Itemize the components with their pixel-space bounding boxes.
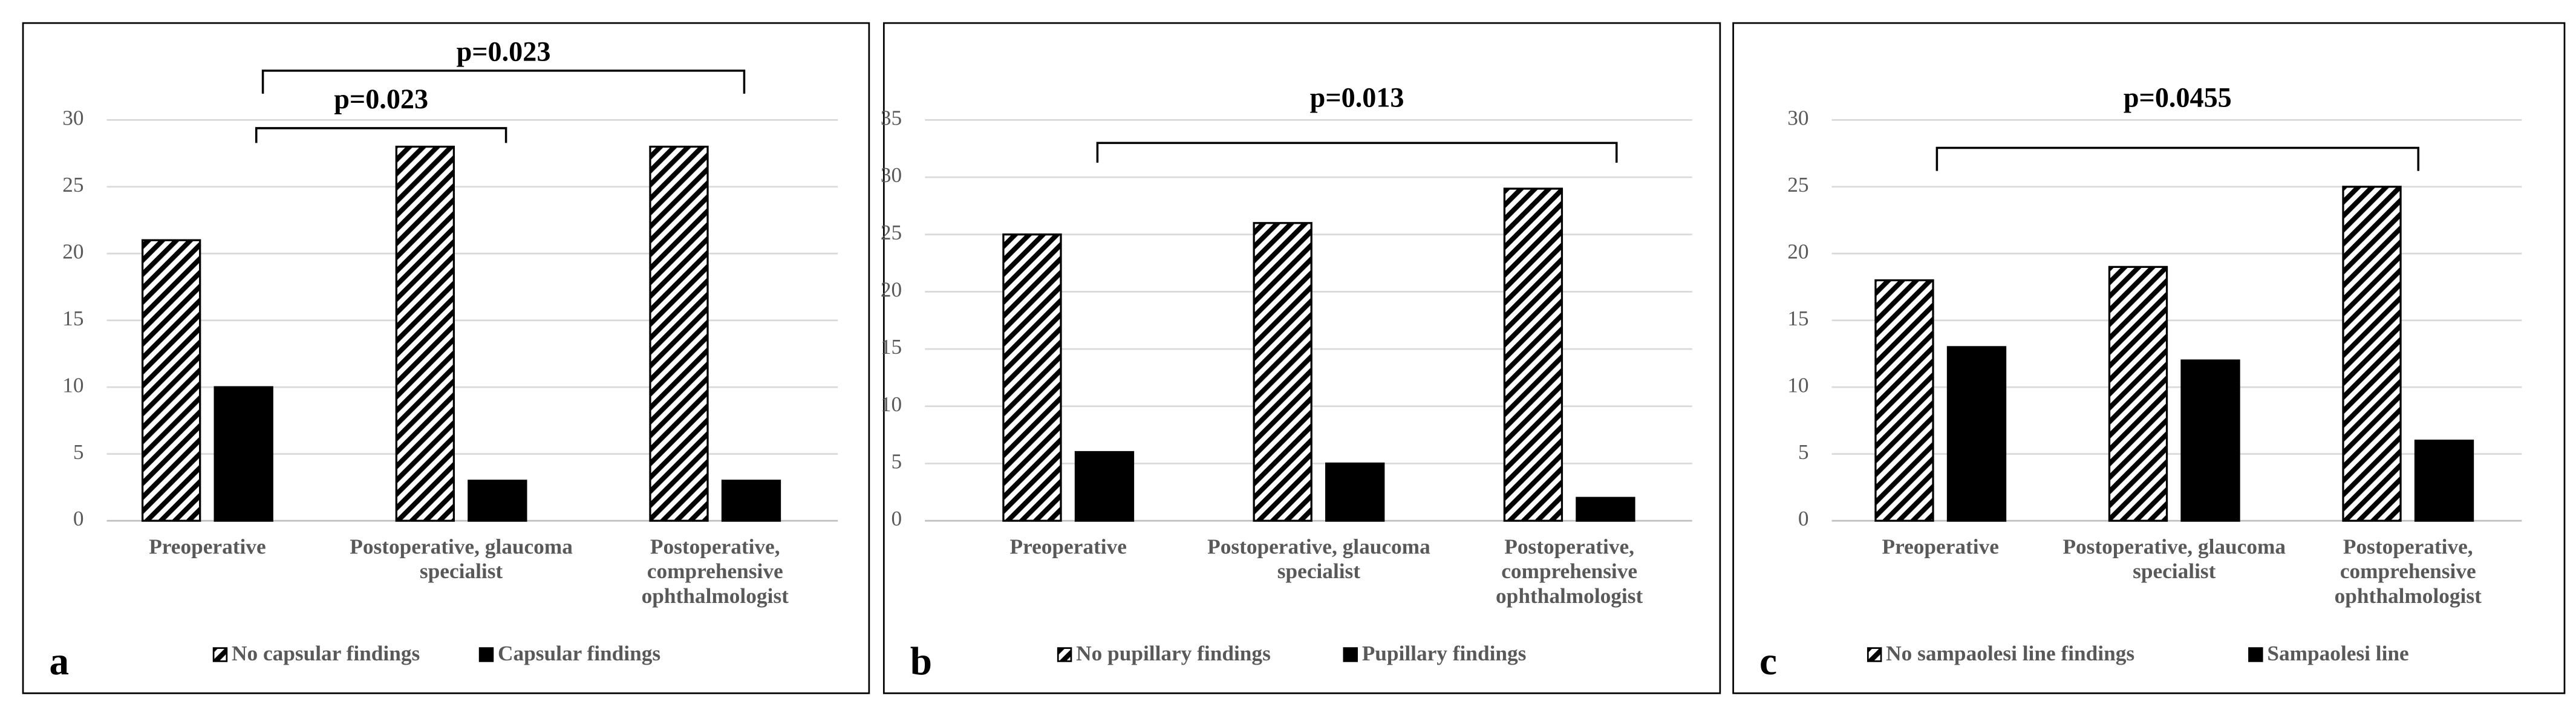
bar bbox=[1002, 233, 1062, 522]
x-tick-label: Postoperative, glaucoma specialist bbox=[350, 535, 573, 583]
y-tick-label: 30 bbox=[881, 163, 902, 187]
bar bbox=[2180, 359, 2240, 522]
y-tick-label: 15 bbox=[62, 307, 83, 330]
legend-label: Pupillary findings bbox=[1362, 642, 1527, 665]
y-tick-label: 20 bbox=[881, 278, 902, 302]
x-tick-label: Preoperative bbox=[1010, 535, 1127, 558]
x-tick-label: Postoperative, comprehensive ophthalmologi… bbox=[642, 535, 789, 607]
x-tick-label: Postoperative, comprehensive ophthalmologi… bbox=[1496, 535, 1643, 607]
y-tick-label: 0 bbox=[1798, 507, 1809, 530]
y-tick-label: 10 bbox=[881, 392, 902, 416]
panel-label: c bbox=[1759, 640, 1777, 683]
panel-label: b bbox=[910, 640, 932, 683]
y-tick-label: 25 bbox=[881, 221, 902, 244]
bar bbox=[468, 480, 527, 522]
y-tick-label: 20 bbox=[62, 239, 83, 263]
legend-swatch bbox=[2248, 647, 2263, 662]
bar bbox=[2108, 265, 2168, 522]
x-tick-label: Preoperative bbox=[149, 535, 266, 558]
y-tick-label: 10 bbox=[62, 373, 83, 397]
bar bbox=[2342, 186, 2402, 522]
y-tick-label: 5 bbox=[1798, 440, 1809, 464]
significance-bracket bbox=[1935, 146, 2420, 171]
bar bbox=[649, 145, 709, 522]
bar bbox=[1503, 187, 1564, 522]
bar bbox=[1325, 462, 1385, 522]
bar bbox=[1874, 279, 1934, 522]
bar bbox=[142, 239, 201, 522]
bar bbox=[395, 145, 455, 522]
x-tick-label: Postoperative, comprehensive ophthalmologi… bbox=[2335, 535, 2482, 607]
y-tick-label: 20 bbox=[1787, 239, 1808, 263]
y-tick-label: 25 bbox=[1787, 173, 1808, 197]
x-tick-label: Postoperative, glaucoma specialist bbox=[1207, 535, 1430, 583]
bar bbox=[1946, 346, 2007, 522]
significance-bracket bbox=[261, 70, 746, 94]
y-tick-label: 0 bbox=[73, 507, 84, 530]
x-tick-label: Preoperative bbox=[1882, 535, 1999, 558]
bar bbox=[721, 480, 781, 522]
y-tick-label: 5 bbox=[892, 450, 902, 474]
y-tick-label: 0 bbox=[892, 507, 902, 530]
bar bbox=[1576, 496, 1635, 522]
p-value: p=0.023 bbox=[457, 36, 551, 67]
y-tick-label: 30 bbox=[62, 106, 83, 129]
legend-swatch bbox=[1057, 647, 1072, 662]
y-tick-label: 15 bbox=[881, 335, 902, 359]
bar bbox=[1253, 222, 1312, 522]
bar bbox=[1074, 451, 1135, 522]
legend-label: No sampaolesi line findings bbox=[1886, 642, 2134, 665]
legend-label: No pupillary findings bbox=[1076, 642, 1271, 665]
legend-label: Sampaolesi line bbox=[2267, 642, 2408, 665]
y-tick-label: 35 bbox=[881, 106, 902, 129]
x-tick-label: Postoperative, glaucoma specialist bbox=[2062, 535, 2286, 583]
y-tick-label: 5 bbox=[73, 440, 84, 464]
panel: 0 5 10 15 20 25 30 No capsular findings Capsular… bbox=[22, 22, 870, 694]
p-value: p=0.013 bbox=[1310, 82, 1404, 112]
legend-swatch bbox=[1343, 647, 1358, 662]
legend-label: No capsular findings bbox=[232, 642, 420, 665]
significance-bracket bbox=[1096, 142, 1618, 163]
legend-swatch bbox=[478, 647, 494, 662]
legend-swatch bbox=[1867, 647, 1882, 662]
bar bbox=[2414, 439, 2474, 522]
significance-bracket bbox=[255, 127, 507, 143]
y-tick-label: 10 bbox=[1787, 373, 1808, 397]
legend-label: Capsular findings bbox=[498, 642, 660, 665]
y-tick-label: 15 bbox=[1787, 307, 1808, 330]
panel: 0 5 10 15 20 25 30 No sampaolesi line findings S… bbox=[1732, 22, 2566, 694]
y-tick-label: 30 bbox=[1787, 106, 1808, 129]
legend-swatch bbox=[212, 647, 228, 662]
panel: 0 5 10 15 20 25 30 35 No pupillary findings Pupil… bbox=[881, 22, 1721, 694]
y-tick-label: 25 bbox=[62, 173, 83, 197]
p-value: p=0.023 bbox=[334, 83, 428, 114]
p-value: p=0.0455 bbox=[2124, 82, 2232, 112]
bar bbox=[214, 386, 273, 522]
panel-label: a bbox=[49, 640, 69, 683]
